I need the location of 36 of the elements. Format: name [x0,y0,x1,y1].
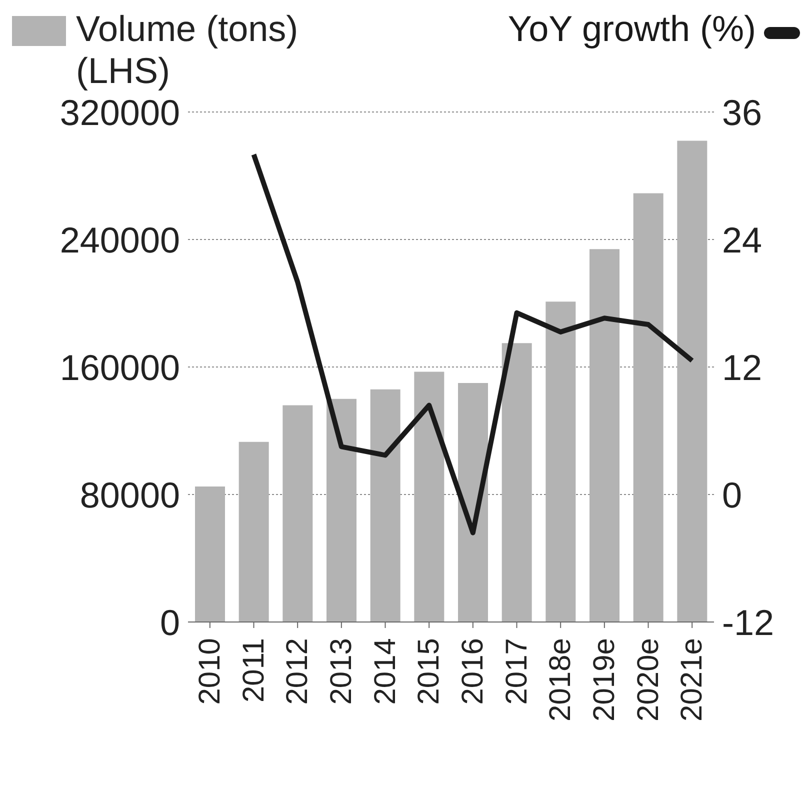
y2-tick-label: 36 [722,92,762,133]
x-tick-label: 2018e [544,638,578,722]
y2-tick-label: 24 [722,219,762,260]
x-tick-label: 2020e [632,638,665,722]
y2-tick-label: 0 [722,474,742,516]
y-tick-label: 320000 [60,92,180,133]
x-tick-label: 2012 [281,638,314,705]
bar [370,389,400,622]
bar [238,442,269,622]
y2-tick-label: 12 [722,346,762,388]
x-tick-label: 2017 [500,638,534,705]
bar [677,140,708,622]
bar [414,372,444,622]
bar [458,382,488,622]
y2-tick-label: -12 [722,602,774,643]
x-tick-label: 2015 [412,638,446,705]
y-tick-label: 240000 [60,219,180,260]
x-tick-label: 2021e [676,638,709,722]
bar [502,343,532,622]
bar [633,193,664,622]
x-tick-label: 2010 [193,638,226,705]
bar [195,486,225,622]
bar [546,302,576,622]
x-tick-label: 2011 [237,638,270,703]
y-tick-label: 0 [160,602,180,643]
y-tick-label: 80000 [80,474,180,516]
x-tick-label: 2019e [588,638,621,722]
legend-label: Volume (tons) (LHS) [76,8,300,92]
bar [326,398,356,622]
x-tick-label: 2013 [324,638,358,705]
bar [590,249,620,622]
x-tick-label: 2016 [456,638,490,705]
bar [282,405,313,622]
x-tick-label: 2014 [368,638,402,705]
y-tick-label: 160000 [60,346,180,388]
text: YoY growth (%) [508,8,756,50]
